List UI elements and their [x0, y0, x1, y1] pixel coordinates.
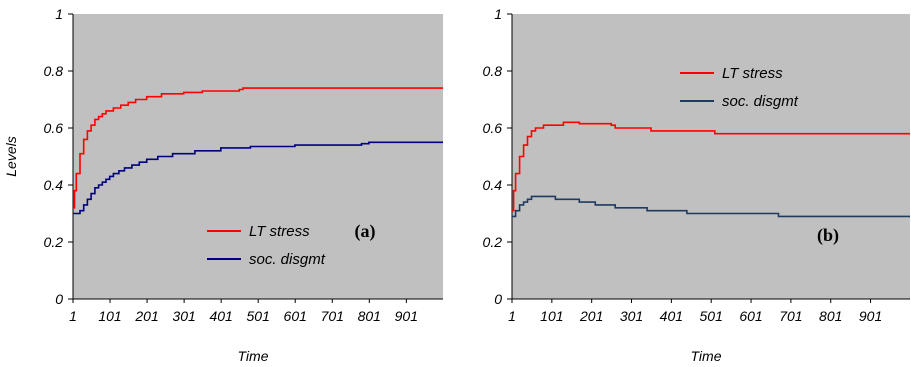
x-tick-label: 901 — [395, 308, 418, 324]
series-line-lt-stress — [512, 121, 910, 212]
panel-label: (b) — [817, 225, 839, 246]
y-tick-label: 1 — [55, 6, 63, 22]
x-tick-label: 301 — [172, 308, 195, 324]
x-tick-label: 301 — [620, 308, 643, 324]
x-tick-label: 501 — [700, 308, 723, 324]
y-tick-label: 0.8 — [483, 63, 503, 79]
chart-panel-a: 0 0.2 0.4 0.6 0.8 1 1 101 201 301 401 501 601 701 801 9… — [3, 6, 443, 364]
legend-label: soc. disgmt — [249, 251, 326, 268]
x-tick-label: 801 — [358, 308, 381, 324]
x-tick-label: 601 — [284, 308, 307, 324]
x-tick-label: 401 — [209, 308, 232, 324]
x-tick-label: 601 — [739, 308, 762, 324]
x-tick-label: 701 — [779, 308, 802, 324]
chart-panel-b: 0 0.2 0.4 0.6 0.8 1 1 101 201 301 401 501 601 701 801 9… — [483, 6, 910, 364]
x-axis-title: Time — [238, 348, 269, 364]
x-axis-title: Time — [691, 348, 722, 364]
y-tick-label: 0.6 — [44, 120, 64, 136]
x-tick-label: 701 — [321, 308, 344, 324]
x-tick-label: 501 — [247, 308, 270, 324]
x-tick-label: 101 — [540, 308, 563, 324]
y-tick-label: 0 — [55, 291, 63, 307]
y-tick-label: 0.2 — [483, 234, 503, 250]
y-tick-label: 0 — [494, 291, 502, 307]
legend-label: LT stress — [249, 223, 310, 240]
x-tick-label: 801 — [819, 308, 842, 324]
x-tick-label: 401 — [660, 308, 683, 324]
x-tick-label: 1 — [508, 308, 516, 324]
x-tick-label: 201 — [579, 308, 603, 324]
plot-area — [73, 14, 443, 299]
y-axis-title: Levels — [3, 136, 19, 176]
y-tick-label: 0.4 — [44, 177, 64, 193]
y-tick-label: 1 — [494, 6, 502, 22]
y-tick-label: 0.2 — [44, 234, 64, 250]
y-tick-label: 0.6 — [483, 120, 503, 136]
plot-area — [512, 14, 910, 299]
legend-label: LT stress — [722, 65, 783, 82]
series-line-soc-disgmt — [73, 141, 443, 215]
y-tick-label: 0.4 — [483, 177, 503, 193]
panel-label: (a) — [355, 221, 376, 242]
x-tick-label: 901 — [859, 308, 882, 324]
x-tick-label: 101 — [98, 308, 121, 324]
series-line-soc-disgmt — [512, 195, 910, 218]
x-tick-label: 201 — [134, 308, 158, 324]
legend-label: soc. disgmt — [722, 93, 799, 110]
y-tick-label: 0.8 — [44, 63, 64, 79]
x-tick-label: 1 — [69, 308, 77, 324]
series-line-lt-stress — [73, 87, 443, 209]
